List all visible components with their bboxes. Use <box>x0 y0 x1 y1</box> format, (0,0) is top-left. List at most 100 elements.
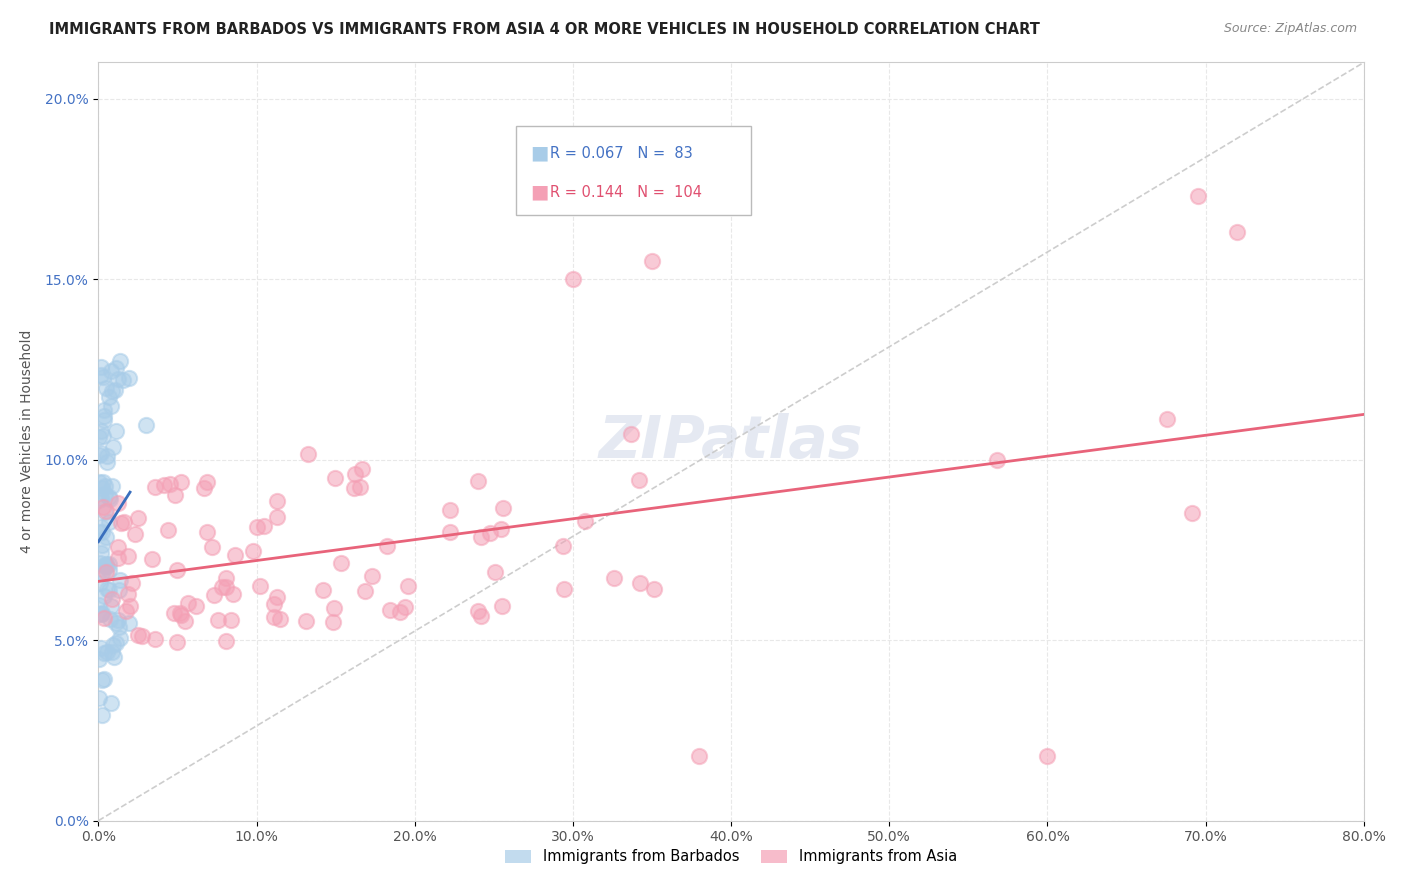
Immigrants from Asia <box>361 569 384 583</box>
Immigrants from Asia <box>195 475 218 489</box>
Immigrants from Asia <box>127 628 149 642</box>
Immigrants from Asia <box>107 550 129 565</box>
Immigrants from Asia <box>91 500 114 514</box>
Immigrants from Asia <box>117 549 139 563</box>
Immigrants from Asia <box>491 522 513 536</box>
Immigrants from Barbados <box>91 429 114 443</box>
Immigrants from Barbados <box>107 614 129 628</box>
Immigrants from Asia <box>389 605 412 619</box>
Immigrants from Asia <box>266 510 288 524</box>
Immigrants from Barbados <box>89 430 111 444</box>
Immigrants from Asia <box>219 613 242 627</box>
Immigrants from Asia <box>323 471 346 485</box>
Text: R = 0.144   N =  104: R = 0.144 N = 104 <box>550 185 702 200</box>
Immigrants from Barbados <box>96 557 118 571</box>
Immigrants from Barbados <box>90 491 112 505</box>
Immigrants from Barbados <box>101 384 124 398</box>
Immigrants from Asia <box>107 496 129 510</box>
Text: ■: ■ <box>530 144 548 163</box>
Immigrants from Asia <box>322 615 344 630</box>
Immigrants from Asia <box>1156 412 1178 426</box>
Immigrants from Asia <box>688 748 710 763</box>
Immigrants from Barbados <box>90 538 112 552</box>
Immigrants from Barbados <box>97 390 120 404</box>
Immigrants from Asia <box>153 478 176 492</box>
Immigrants from Barbados <box>105 360 128 375</box>
Immigrants from Asia <box>470 609 492 624</box>
Immigrants from Asia <box>295 615 318 629</box>
Immigrants from Asia <box>561 272 585 286</box>
Immigrants from Barbados <box>90 545 112 559</box>
Text: ■: ■ <box>530 183 548 202</box>
Immigrants from Asia <box>439 503 461 517</box>
Immigrants from Barbados <box>94 486 117 500</box>
Immigrants from Asia <box>641 254 664 268</box>
Immigrants from Barbados <box>94 558 117 573</box>
Immigrants from Barbados <box>111 373 134 387</box>
Immigrants from Barbados <box>108 573 131 587</box>
Immigrants from Barbados <box>90 707 112 722</box>
Immigrants from Asia <box>96 504 118 518</box>
Text: ZIPatlas: ZIPatlas <box>599 413 863 470</box>
Immigrants from Barbados <box>89 652 111 666</box>
Immigrants from Asia <box>165 488 187 502</box>
Immigrants from Barbados <box>94 381 117 395</box>
Immigrants from Barbados <box>104 383 127 397</box>
Immigrants from Barbados <box>98 491 121 506</box>
Immigrants from Barbados <box>93 590 115 604</box>
Immigrants from Asia <box>628 473 651 487</box>
Text: R = 0.067   N =  83: R = 0.067 N = 83 <box>550 146 693 161</box>
Immigrants from Barbados <box>89 690 111 705</box>
Immigrants from Barbados <box>91 525 114 540</box>
Immigrants from Barbados <box>104 615 127 630</box>
Immigrants from Asia <box>269 612 291 626</box>
Immigrants from Barbados <box>94 559 117 574</box>
Immigrants from Asia <box>246 520 269 534</box>
Immigrants from Asia <box>350 462 373 476</box>
Immigrants from Barbados <box>90 607 112 621</box>
Immigrants from Barbados <box>100 696 122 710</box>
Immigrants from Asia <box>394 599 416 614</box>
Immigrants from Barbados <box>96 645 118 659</box>
Immigrants from Asia <box>202 588 225 602</box>
Immigrants from Barbados <box>91 566 114 580</box>
Immigrants from Asia <box>100 592 122 607</box>
Immigrants from Asia <box>467 604 489 618</box>
Immigrants from Barbados <box>118 615 141 630</box>
Immigrants from Asia <box>173 614 195 628</box>
Immigrants from Asia <box>628 575 651 590</box>
Immigrants from Barbados <box>90 424 112 438</box>
Immigrants from Barbados <box>96 449 118 463</box>
Immigrants from Barbados <box>103 649 125 664</box>
Immigrants from Asia <box>343 467 366 482</box>
Immigrants from Barbados <box>97 491 120 505</box>
Immigrants from Asia <box>96 565 118 579</box>
Immigrants from Barbados <box>93 403 115 417</box>
Immigrants from Asia <box>266 493 288 508</box>
Immigrants from Barbados <box>108 354 131 368</box>
Immigrants from Asia <box>124 527 146 541</box>
Immigrants from Barbados <box>110 631 132 645</box>
Immigrants from Asia <box>1036 748 1059 763</box>
Immigrants from Asia <box>193 481 215 495</box>
Immigrants from Asia <box>93 610 115 624</box>
Immigrants from Asia <box>170 607 193 622</box>
Immigrants from Barbados <box>93 413 115 427</box>
Immigrants from Asia <box>375 539 398 553</box>
Immigrants from Asia <box>166 563 188 577</box>
Immigrants from Asia <box>169 606 191 620</box>
Immigrants from Asia <box>1181 506 1204 520</box>
Immigrants from Asia <box>492 500 515 515</box>
Immigrants from Barbados <box>118 371 141 385</box>
Immigrants from Barbados <box>96 582 118 596</box>
Immigrants from Barbados <box>94 530 117 544</box>
Immigrants from Asia <box>249 578 271 592</box>
Immigrants from Asia <box>603 571 626 585</box>
Immigrants from Asia <box>343 481 366 495</box>
Immigrants from Asia <box>297 447 319 461</box>
Immigrants from Asia <box>157 523 180 537</box>
Immigrants from Asia <box>176 595 198 609</box>
Immigrants from Asia <box>312 582 335 597</box>
Immigrants from Asia <box>186 599 208 613</box>
Immigrants from Barbados <box>93 409 115 423</box>
